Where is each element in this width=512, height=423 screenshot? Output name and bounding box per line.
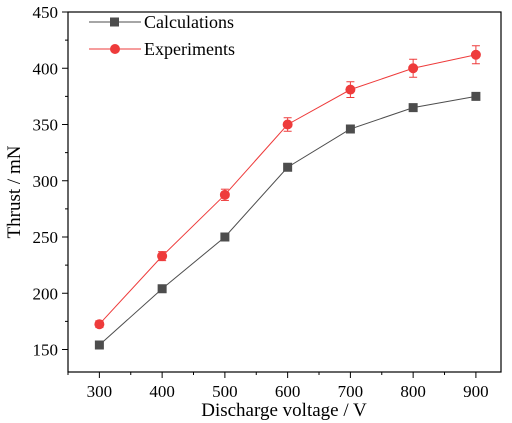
data-point: [282, 119, 293, 130]
y-tick-label: 450: [33, 3, 59, 22]
x-tick-label: 800: [400, 382, 426, 401]
data-point: [220, 232, 230, 242]
legend-entry-calculations: Calculations: [89, 12, 234, 32]
legend: Calculations Experiments: [89, 12, 235, 59]
series-calculations: [94, 91, 481, 350]
data-point: [94, 340, 104, 350]
x-tick-label: 400: [149, 382, 175, 401]
y-tick-label: 400: [33, 59, 59, 78]
data-point: [94, 319, 105, 330]
x-tick-label: 300: [87, 382, 113, 401]
data-point: [471, 91, 481, 101]
series-layer: [94, 45, 481, 350]
legend-marker-calculations: [110, 17, 119, 27]
data-point: [470, 49, 481, 60]
x-tick-label: 600: [275, 382, 301, 401]
series-experiments: [94, 45, 481, 330]
x-tick-label: 500: [212, 382, 238, 401]
legend-label-experiments: Experiments: [144, 39, 235, 59]
y-tick-label: 300: [33, 172, 59, 191]
series-line-experiments: [99, 54, 477, 325]
y-tick-label: 250: [33, 228, 59, 247]
data-point: [283, 162, 293, 172]
y-tick-label: 200: [33, 284, 59, 303]
x-tick-label: 700: [338, 382, 364, 401]
y-tick-label: 150: [33, 341, 59, 360]
x-axis-label: Discharge voltage / V: [201, 400, 367, 421]
data-point: [157, 284, 167, 294]
y-tick-label: 350: [33, 116, 59, 135]
data-point: [219, 189, 230, 200]
series-line-calculations: [99, 95, 476, 346]
x-tick-label: 900: [463, 382, 489, 401]
data-point: [157, 251, 168, 262]
legend-label-calculations: Calculations: [144, 12, 234, 32]
ticks-layer: 300 400 500 600 700 800 900 150 200 250 300 350 400 4…: [33, 3, 489, 401]
y-axis-label: Thrust / mN: [4, 145, 25, 238]
data-point: [345, 124, 355, 134]
data-point: [345, 84, 356, 95]
legend-entry-experiments: Experiments: [89, 39, 235, 59]
data-point: [408, 103, 418, 113]
legend-marker-experiments: [110, 44, 120, 54]
data-point: [408, 63, 419, 74]
plot-frame: [67, 11, 502, 373]
